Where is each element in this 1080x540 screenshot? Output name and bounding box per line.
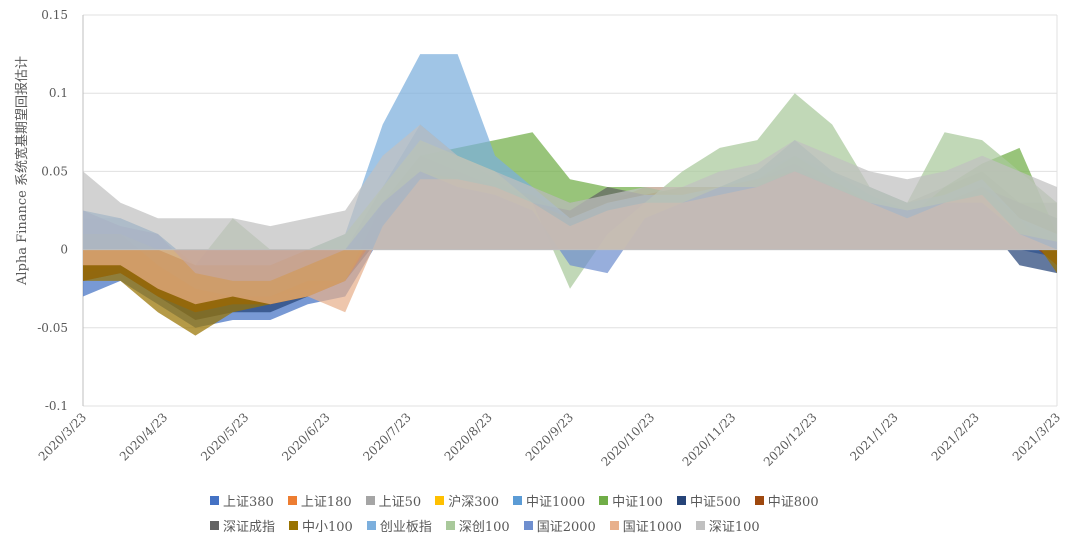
x-tick-label: 2020/3/23 — [36, 410, 89, 463]
legend-label: 中证1000 — [526, 495, 586, 510]
y-tick-label: 0 — [60, 243, 68, 257]
legend-swatch — [676, 496, 686, 505]
legend-item: 国证1000 — [609, 516, 682, 535]
y-tick-label: -0.1 — [45, 399, 68, 413]
legend-label: 创业板指 — [379, 520, 432, 535]
legend-label: 国证1000 — [622, 520, 682, 535]
legend-label: 深证100 — [708, 520, 760, 535]
legend-item: 深证成指 — [210, 516, 275, 535]
y-axis-title: Alpha Finance 系统宽基期望回报估计 — [14, 56, 30, 286]
legend-swatch — [287, 496, 297, 505]
x-tick-label: 2020/4/23 — [117, 410, 170, 463]
legend-swatch — [445, 521, 455, 530]
legend-label: 上证50 — [378, 495, 422, 510]
legend-item: 沪深300 — [435, 491, 499, 510]
y-tick-label: -0.05 — [37, 321, 68, 335]
legend-item: 上证50 — [365, 491, 422, 510]
legend-label: 沪深300 — [448, 495, 500, 510]
legend-swatch — [754, 496, 764, 505]
area-深证100 — [83, 124, 1057, 250]
legend-row: 深证成指 中小100 创业板指 深创100 国证2000 国证1000 深证100 — [210, 513, 860, 538]
y-tick-label: 0.05 — [41, 164, 68, 178]
legend-item: 中证100 — [599, 491, 663, 510]
legend-item: 中证500 — [676, 491, 741, 510]
x-tick-label: 2020/12/23 — [761, 410, 820, 469]
x-tick-label: 2021/2/23 — [929, 410, 982, 463]
legend-swatch — [210, 521, 219, 530]
x-tick-label: 2020/11/23 — [680, 410, 739, 469]
legend-item: 深创100 — [445, 516, 510, 535]
legend-item: 上证380 — [210, 491, 274, 510]
legend-swatch — [366, 521, 376, 530]
legend-swatch — [513, 496, 523, 505]
x-tick-label: 2020/5/23 — [198, 410, 251, 463]
legend-label: 国证2000 — [536, 520, 596, 535]
legend-row: 上证380 上证180 上证50 沪深300 中证1000 中证100 中证500 中证800 — [210, 488, 860, 513]
legend-swatch — [523, 521, 533, 530]
legend-item: 上证180 — [287, 491, 352, 510]
legend-label: 上证180 — [300, 495, 352, 510]
legend-label: 上证380 — [223, 495, 274, 510]
x-tick-label: 2020/10/23 — [598, 410, 657, 469]
legend-item: 中证800 — [754, 491, 819, 510]
legend-swatch — [365, 496, 375, 505]
legend-swatch — [609, 521, 619, 530]
legend-label: 中证500 — [689, 495, 741, 510]
x-tick-label: 2020/7/23 — [360, 410, 413, 463]
legend-label: 中小100 — [302, 520, 353, 535]
x-tick-label: 2020/8/23 — [442, 410, 495, 463]
legend-label: 中证800 — [767, 495, 819, 510]
legend-label: 深证成指 — [223, 520, 276, 535]
y-tick-label: 0.1 — [49, 86, 68, 100]
legend-item: 深证100 — [695, 516, 760, 535]
x-tick-label: 2021/3/23 — [1010, 410, 1063, 463]
legend-item: 国证2000 — [523, 516, 596, 535]
legend-item: 中小100 — [289, 516, 353, 535]
legend: 上证380 上证180 上证50 沪深300 中证1000 中证100 中证500 中证800… — [210, 488, 860, 538]
legend-swatch — [599, 496, 609, 505]
x-tick-label: 2020/6/23 — [279, 410, 332, 463]
legend-label: 深创100 — [458, 520, 510, 535]
legend-label: 中证100 — [612, 495, 663, 510]
legend-swatch — [210, 496, 219, 505]
y-tick-label: 0.15 — [41, 8, 68, 22]
legend-swatch — [695, 521, 705, 530]
x-tick-label: 2020/9/23 — [523, 410, 576, 463]
legend-swatch — [435, 496, 445, 505]
legend-item: 中证1000 — [513, 491, 585, 510]
legend-swatch — [289, 521, 299, 530]
legend-item: 创业板指 — [366, 516, 432, 535]
x-tick-label: 2021/1/23 — [847, 410, 900, 463]
